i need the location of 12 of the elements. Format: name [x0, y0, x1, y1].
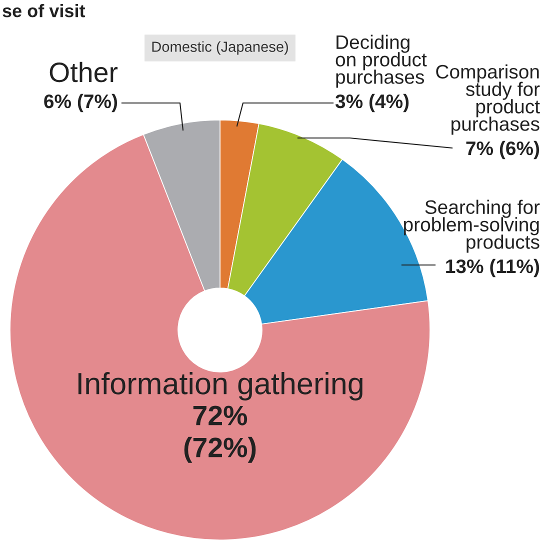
slice-label: Information gathering	[78, 372, 362, 400]
chart-subtitle: Domestic (Japanese)	[152, 41, 288, 55]
data-label: 6% (7%)	[44, 94, 118, 112]
data-label: 13% (11%)	[446, 258, 540, 278]
slice-label: Searching for problem-solving products	[404, 200, 540, 253]
slice-label: Other	[50, 62, 118, 82]
data-label: 72% (72%)	[184, 406, 256, 463]
slice-label: Deciding on product purchases	[336, 34, 427, 88]
chart-title: se of visit	[2, 4, 86, 18]
slice-label: Comparison study for product purchases	[436, 64, 540, 135]
data-label: 3% (4%)	[335, 94, 409, 112]
data-label: 7% (6%)	[466, 140, 540, 160]
